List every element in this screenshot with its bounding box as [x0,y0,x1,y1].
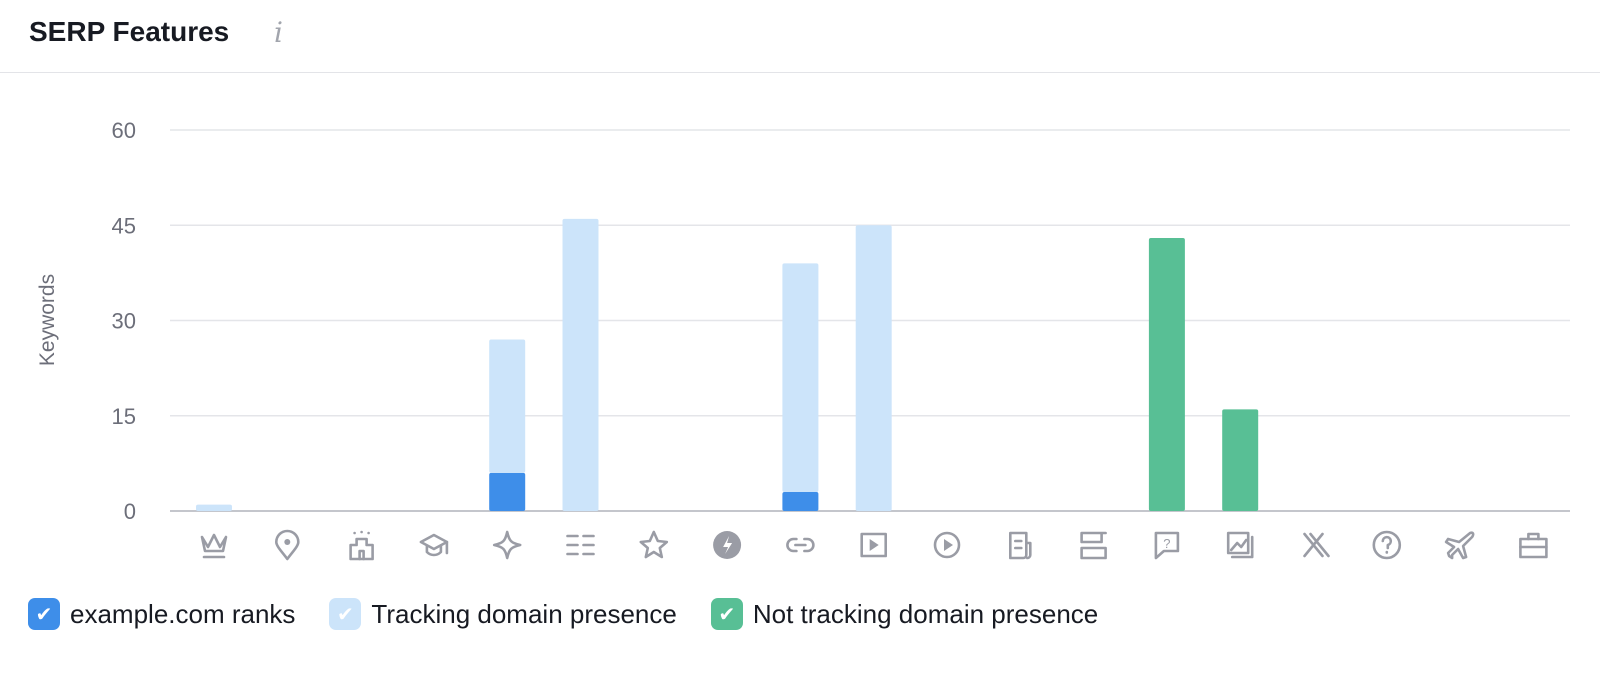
faq-icon[interactable] [1372,530,1402,560]
y-tick-label: 0 [124,499,136,524]
legend-label: example.com ranks [70,598,296,629]
legend-item-tracking[interactable]: ✔ Tracking domain presence [329,598,677,630]
top-stories-icon[interactable] [1008,531,1032,560]
page-title: SERP Features [29,16,230,47]
featured-video-icon[interactable] [933,531,961,559]
legend-item-not-tracking[interactable]: ✔ Not tracking domain presence [710,598,1099,630]
image-link-icon[interactable] [786,537,815,553]
carousel-icon[interactable] [1080,531,1107,560]
checkbox-checked-icon[interactable]: ✔ [329,598,362,630]
legend: ✔ example.com ranks ✔ Tracking domain pres… [28,598,1132,630]
info-icon[interactable]: i [274,16,283,49]
checkbox-checked-icon[interactable]: ✔ [710,598,743,630]
sitelinks-icon[interactable] [566,534,595,556]
image-pack-icon[interactable] [1226,531,1254,559]
header: SERP Features i [0,0,1600,73]
amp-icon[interactable] [713,531,742,559]
bar-tracking-domain-presence-sitelinks[interactable] [562,218,599,511]
knowledge-panel-icon[interactable] [419,533,449,557]
jobs-icon[interactable] [1519,532,1548,559]
local-pack-icon[interactable] [274,529,300,561]
bar-tracking-domain-presence-video[interactable] [855,225,892,511]
y-tick-label: 15 [112,404,136,429]
bar-not-tracking-domain-presence-image-pack[interactable] [1222,409,1259,511]
bar-tracking-domain-presence-image-link[interactable] [782,263,819,492]
bar-example-com-ranks-image-link[interactable] [782,491,819,511]
video-icon[interactable] [860,532,888,558]
hotels-icon[interactable] [349,530,374,561]
legend-label: Not tracking domain presence [752,598,1099,629]
twitter-x-icon[interactable] [1303,532,1330,558]
bar-tracking-domain-presence-featured-snippet[interactable] [196,504,232,511]
y-tick-label: 30 [112,309,136,334]
serp-features-chart: 0 15 30 45 60 Keywords? [36,118,1570,561]
svg-text:?: ? [1163,536,1170,551]
bar-tracking-domain-presence-ai-overview[interactable] [489,339,526,473]
ai-overview-icon[interactable] [492,530,522,560]
y-axis-label: Keywords [36,274,59,366]
bar-not-tracking-domain-presence-people-also-ask[interactable] [1148,237,1185,511]
flights-icon[interactable] [1444,531,1475,560]
checkbox-checked-icon[interactable]: ✔ [28,598,60,630]
legend-label: Tracking domain presence [371,598,677,629]
y-tick-label: 60 [112,118,136,143]
legend-item-ranks[interactable]: ✔ example.com ranks [28,598,295,630]
people-also-ask-icon[interactable]: ? [1154,531,1180,560]
y-tick-label: 45 [112,213,136,238]
featured-snippet-icon[interactable] [200,533,228,559]
reviews-icon[interactable] [639,530,669,559]
bar-example-com-ranks-ai-overview[interactable] [489,472,526,511]
